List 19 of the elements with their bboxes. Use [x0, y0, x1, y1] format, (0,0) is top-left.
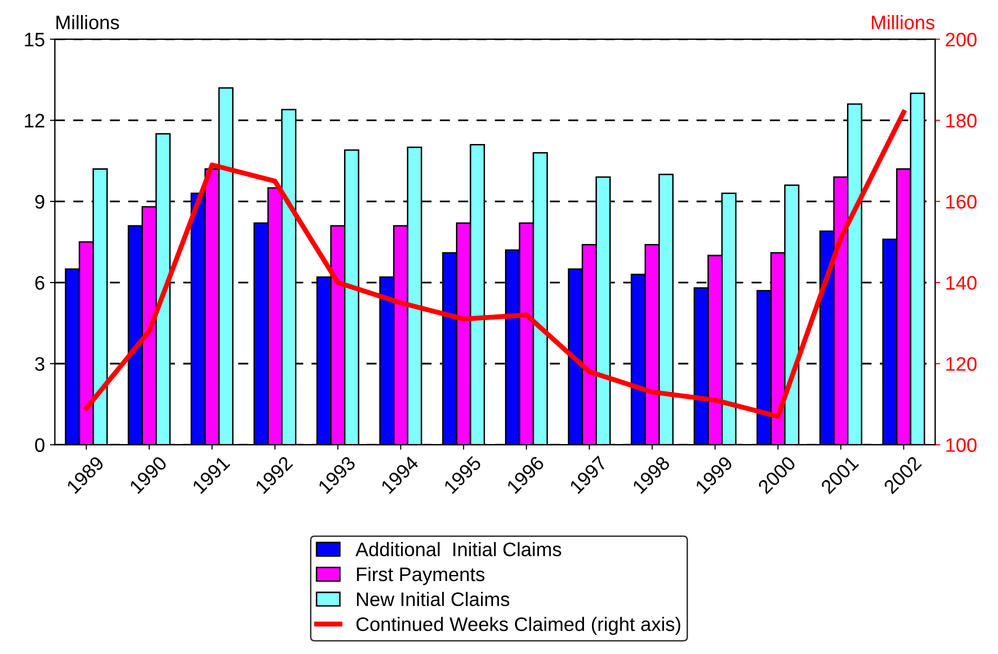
y-tick-label: 12 — [25, 114, 44, 128]
legend-label: First Payments — [357, 566, 484, 586]
y-axis-title: Millions — [56, 15, 120, 30]
y-tick-label: 0 — [35, 438, 44, 452]
y-tick-label: 15 — [25, 32, 44, 46]
y2-axis-title: Millions — [872, 15, 934, 30]
y2-tick-label: 120 — [946, 357, 977, 371]
legend-label: New Initial Claims — [357, 592, 510, 606]
y-tick-label: 6 — [35, 276, 44, 290]
legend-label: Additional Initial Claims — [355, 542, 562, 556]
y2-tick-label: 160 — [946, 194, 977, 209]
y2-tick-label: 200 — [946, 32, 977, 46]
y2-tick-label: 180 — [946, 114, 977, 128]
y2-tick-label: 100 — [946, 438, 977, 452]
y-tick-label: 3 — [35, 357, 44, 371]
y-tick-label: 9 — [35, 194, 44, 209]
line-series — [84, 110, 906, 419]
y2-tick-label: 140 — [946, 276, 977, 290]
legend-label: Continued Weeks Claimed (right axis) — [356, 616, 680, 635]
